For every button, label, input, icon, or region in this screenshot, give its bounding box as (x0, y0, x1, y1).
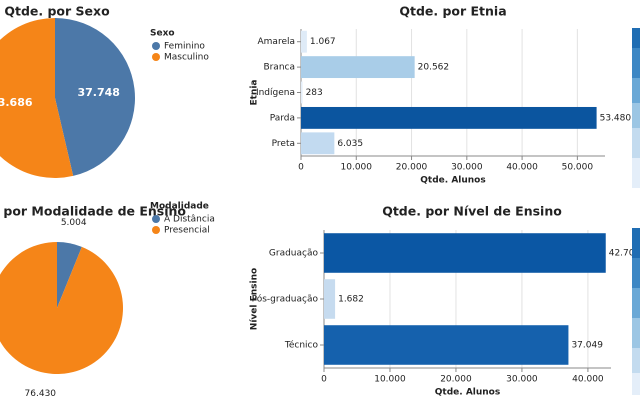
pie-slice (55, 18, 135, 176)
x-axis-title: Qtde. Alunos (435, 388, 500, 398)
x-tick-label: 0 (298, 163, 304, 173)
y-axis-title: Nível Ensino (250, 268, 260, 330)
legend-title: Modalidade (150, 202, 209, 212)
x-tick-label: 30.000 (451, 163, 483, 173)
legend-label: Masculino (164, 53, 209, 63)
slice-label: 76.430 (25, 389, 57, 399)
legend-swatch (152, 42, 160, 50)
legend-swatch (152, 215, 160, 223)
x-tick-label: 40.000 (506, 163, 538, 173)
value-label: 1.682 (338, 295, 364, 305)
x-tick-label: 10.000 (341, 163, 373, 173)
value-label: 1.067 (310, 37, 336, 47)
y-axis-title: Etnia (250, 79, 260, 105)
bar (324, 279, 336, 319)
slice-label: 5.004 (61, 218, 87, 228)
legend-swatch (152, 53, 160, 61)
x-tick-label: 30.000 (506, 375, 538, 385)
x-tick-label: 50.000 (562, 163, 594, 173)
y-tick-label: Parda (270, 113, 295, 123)
y-tick-label: Indígena (256, 88, 295, 98)
chart-title: Qtde. por Sexo (4, 4, 110, 19)
y-tick-label: Amarela (258, 37, 296, 47)
value-label: 283 (306, 88, 323, 98)
x-tick-label: 20.000 (396, 163, 428, 173)
legend-label: A Distância (164, 215, 215, 225)
color-legend (632, 28, 640, 395)
legend-label: Feminino (164, 42, 205, 52)
x-tick-label: 10.000 (374, 375, 406, 385)
bar (324, 325, 569, 365)
bar (324, 233, 606, 273)
value-label: 42.703 (609, 249, 640, 259)
chart-title: Qtde. por Etnia (399, 4, 506, 19)
chart-title: Qtde. por Nível de Ensino (382, 204, 562, 219)
y-tick-label: Técnico (284, 340, 319, 351)
slice-label: 43.686 (0, 96, 33, 109)
y-tick-label: Branca (263, 63, 295, 73)
chart-title: Qtde. por Modalidade de Ensino (0, 204, 186, 219)
y-tick-label: Preta (272, 139, 295, 149)
value-label: 20.562 (418, 63, 450, 73)
bar (301, 81, 303, 104)
value-label: 37.049 (571, 341, 603, 351)
legend-title: Sexo (150, 29, 175, 39)
bar (301, 132, 335, 155)
x-tick-label: 40.000 (572, 375, 604, 385)
y-tick-label: Pós-graduação (252, 294, 319, 305)
bar (301, 30, 307, 53)
y-tick-label: Graduação (269, 249, 319, 259)
x-tick-label: 0 (321, 375, 327, 385)
x-axis-title: Qtde. Alunos (420, 176, 485, 186)
pie-slice (0, 242, 123, 374)
slice-label: 37.748 (77, 86, 119, 99)
x-tick-label: 20.000 (440, 375, 472, 385)
bar (301, 106, 597, 129)
legend-swatch (152, 226, 160, 234)
value-label: 53.480 (600, 113, 632, 123)
pie-slice (57, 242, 82, 308)
bar (301, 56, 415, 79)
value-label: 6.035 (337, 139, 363, 149)
pie-slice (0, 18, 74, 178)
legend-label: Presencial (164, 226, 210, 236)
